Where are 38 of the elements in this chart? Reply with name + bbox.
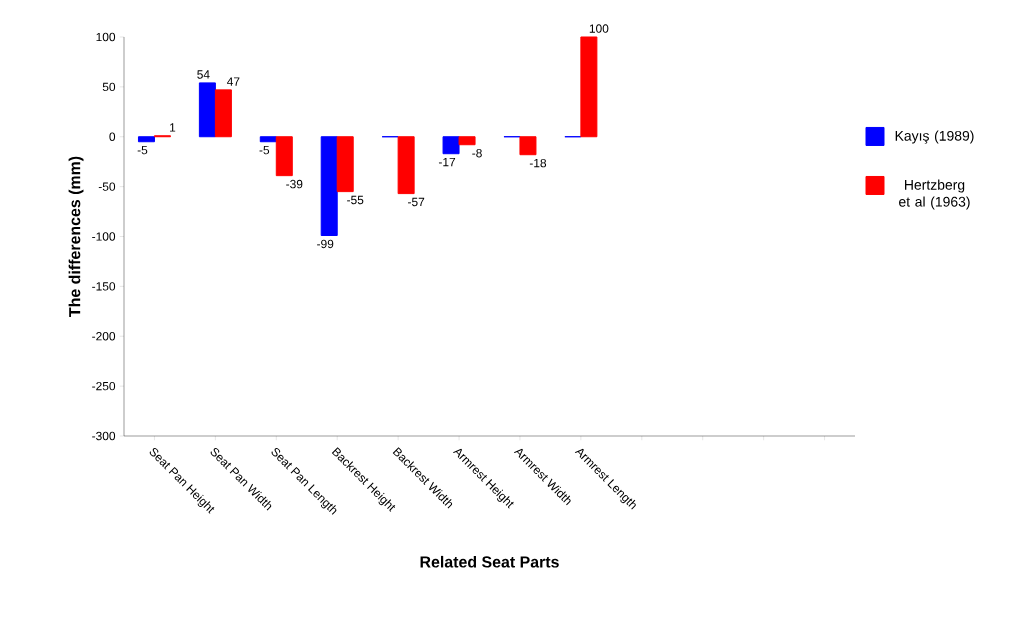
bar bbox=[259, 136, 277, 143]
y-tick-label: 100 bbox=[96, 32, 116, 42]
bar bbox=[336, 136, 354, 193]
legend-label: Kayış (1989) bbox=[895, 130, 974, 144]
y-tick-label: -50 bbox=[98, 182, 116, 191]
data-label: 1 bbox=[170, 123, 176, 132]
bar bbox=[198, 82, 216, 138]
bar bbox=[580, 36, 598, 138]
bar bbox=[275, 136, 293, 177]
data-label: -17 bbox=[438, 157, 456, 167]
data-label: -5 bbox=[137, 145, 148, 155]
data-label: -39 bbox=[286, 179, 303, 189]
data-label: -5 bbox=[259, 145, 270, 155]
bar bbox=[397, 136, 415, 195]
legend-label: Hertzberg et al (1963) bbox=[899, 179, 970, 210]
x-axis-title: Related Seat Parts bbox=[420, 555, 559, 568]
y-tick-label: -300 bbox=[92, 431, 116, 441]
bar bbox=[442, 136, 460, 155]
y-axis-title: The differences (mm) bbox=[68, 156, 84, 317]
bar bbox=[519, 136, 537, 156]
y-tick-label: 0 bbox=[109, 132, 116, 141]
y-tick-label: 50 bbox=[102, 82, 116, 92]
y-tick-label: -150 bbox=[92, 282, 116, 291]
data-label: -99 bbox=[317, 239, 334, 249]
data-label: -55 bbox=[347, 195, 364, 205]
data-label: -18 bbox=[529, 158, 547, 168]
y-tick-label: -200 bbox=[92, 332, 116, 341]
data-label: -57 bbox=[408, 197, 425, 207]
data-label: 47 bbox=[227, 77, 240, 86]
data-label: -8 bbox=[472, 148, 482, 158]
bar bbox=[137, 136, 155, 143]
bar bbox=[320, 136, 338, 236]
bar bbox=[214, 89, 232, 138]
data-label: 100 bbox=[589, 24, 609, 33]
bar bbox=[458, 136, 476, 146]
data-label: 54 bbox=[197, 70, 210, 79]
y-tick-label: -100 bbox=[92, 232, 116, 241]
y-tick-label: -250 bbox=[92, 381, 116, 391]
